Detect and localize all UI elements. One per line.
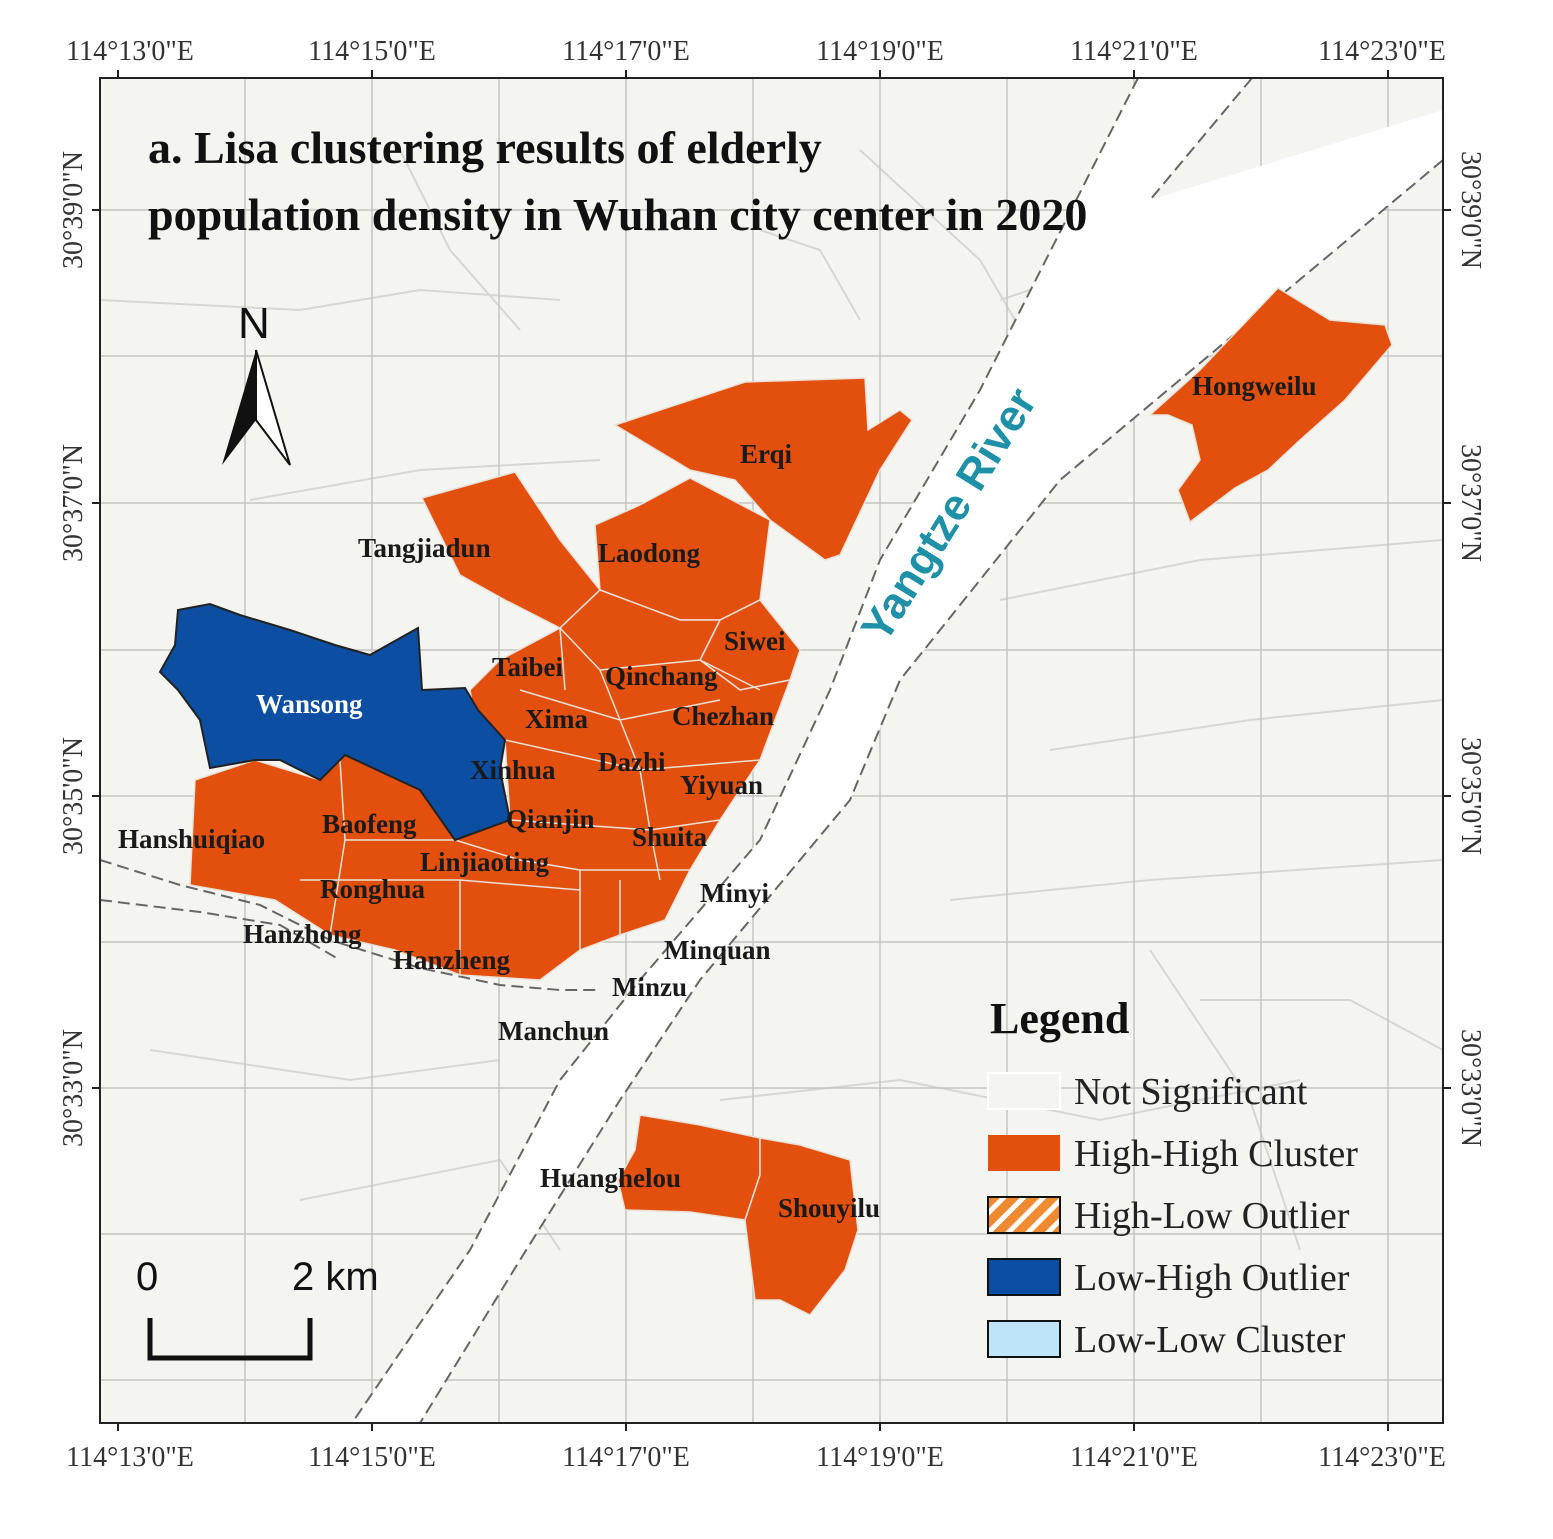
x-tick-top: 114°17'0"E xyxy=(562,36,690,67)
x-tick-labels-top: 114°13'0"E 114°15'0"E 114°17'0"E 114°19'… xyxy=(66,36,1446,67)
y-tick-left: 30°33'0"N xyxy=(58,1029,89,1147)
label-xinhua: Xinhua xyxy=(470,755,556,785)
x-tick-top: 114°13'0"E xyxy=(66,36,194,67)
legend-swatch-high-low xyxy=(987,1196,1061,1234)
label-wansong: Wansong xyxy=(256,689,363,719)
y-tick-left: 30°37'0"N xyxy=(58,444,89,562)
x-tick-top: 114°19'0"E xyxy=(816,36,944,67)
x-tick-bottom: 114°19'0"E xyxy=(816,1442,944,1473)
x-tick-top: 114°15'0"E xyxy=(308,36,436,67)
y-tick-right: 30°33'0"N xyxy=(1455,1029,1486,1147)
map-title-line-1: a. Lisa clustering results of elderly xyxy=(148,122,822,173)
x-tick-bottom: 114°13'0"E xyxy=(66,1442,194,1473)
y-tick-labels-right: 30°39'0"N 30°37'0"N 30°35'0"N 30°33'0"N xyxy=(1455,151,1486,1147)
x-tick-bottom: 114°17'0"E xyxy=(562,1442,690,1473)
district-hongweilu xyxy=(1148,287,1393,524)
label-chezhan: Chezhan xyxy=(672,701,774,731)
han-river-line-2 xyxy=(100,899,341,961)
place-labels: Hongweilu Erqi Tangjiadun Laodong Siwei … xyxy=(118,371,1317,1223)
label-laodong: Laodong xyxy=(598,538,701,568)
label-manchun: Manchun xyxy=(498,1016,609,1046)
legend-swatch-high-high xyxy=(988,1135,1060,1171)
legend-label-high-high: High-High Cluster xyxy=(1074,1133,1358,1175)
x-tick-bottom: 114°15'0"E xyxy=(308,1442,436,1473)
label-hanzhong: Hanzhong xyxy=(243,919,362,949)
yangtze-river xyxy=(352,78,1443,1423)
label-ronghua: Ronghua xyxy=(320,874,426,904)
scale-start: 0 xyxy=(136,1255,158,1299)
legend-swatch-low-low xyxy=(987,1320,1061,1358)
y-tick-left: 30°39'0"N xyxy=(58,151,89,269)
riverbank-lines xyxy=(351,78,1443,1423)
legend-swatch-low-high xyxy=(987,1258,1061,1296)
label-minyi: Minyi xyxy=(700,878,770,908)
scale-bar: 0 2 km xyxy=(136,1255,379,1361)
label-qianjin: Qianjin xyxy=(506,804,595,834)
x-tick-bottom: 114°23'0"E xyxy=(1318,1442,1446,1473)
label-shouyilu: Shouyilu xyxy=(778,1193,880,1223)
han-river-line xyxy=(100,859,600,991)
legend: Legend Not Significant High-High Cluster… xyxy=(987,994,1358,1361)
label-minzu: Minzu xyxy=(612,972,687,1002)
district-boundaries xyxy=(300,627,761,975)
legend-label-not-significant: Not Significant xyxy=(1074,1071,1308,1113)
label-hanzheng: Hanzheng xyxy=(393,945,511,975)
x-tick-top: 114°23'0"E xyxy=(1318,36,1446,67)
label-siwei: Siwei xyxy=(724,626,786,656)
label-taibei: Taibei xyxy=(492,652,564,682)
y-tick-right: 30°35'0"N xyxy=(1455,737,1486,855)
district-erqi xyxy=(613,377,913,561)
label-linjiaoting: Linjiaoting xyxy=(420,847,550,877)
y-tick-labels-left: 30°39'0"N 30°37'0"N 30°35'0"N 30°33'0"N xyxy=(58,151,89,1147)
high-high-districts xyxy=(189,287,1393,1316)
scale-end: 2 km xyxy=(292,1255,379,1299)
label-hongweilu: Hongweilu xyxy=(1192,371,1317,401)
x-tick-labels-bottom: 114°13'0"E 114°15'0"E 114°17'0"E 114°19'… xyxy=(66,1442,1446,1473)
label-erqi: Erqi xyxy=(740,439,793,469)
label-huanghelou: Huanghelou xyxy=(540,1163,681,1193)
legend-label-low-low: Low-Low Cluster xyxy=(1074,1319,1346,1361)
label-minquan: Minquan xyxy=(664,935,771,965)
north-label: N xyxy=(238,299,270,348)
district-shouyilu xyxy=(744,1137,859,1316)
label-xima: Xima xyxy=(525,704,588,734)
legend-label-high-low: High-Low Outlier xyxy=(1074,1195,1350,1237)
north-arrow: N xyxy=(222,299,291,466)
district-huanghelou xyxy=(617,1114,761,1221)
y-tick-left: 30°35'0"N xyxy=(58,737,89,855)
label-qinchang: Qinchang xyxy=(605,661,718,691)
north-arrow-icon xyxy=(222,350,256,465)
label-shuita: Shuita xyxy=(632,822,708,852)
legend-label-low-high: Low-High Outlier xyxy=(1074,1257,1350,1299)
label-dazhi: Dazhi xyxy=(598,747,666,777)
label-tangjiadun: Tangjiadun xyxy=(358,533,491,563)
x-tick-bottom: 114°21'0"E xyxy=(1070,1442,1198,1473)
legend-title: Legend xyxy=(990,994,1129,1043)
label-hanshuiqiao: Hanshuiqiao xyxy=(118,824,265,854)
y-tick-right: 30°39'0"N xyxy=(1455,151,1486,269)
tick-marks xyxy=(92,70,1451,1431)
x-tick-top: 114°21'0"E xyxy=(1070,36,1198,67)
y-tick-right: 30°37'0"N xyxy=(1455,444,1486,562)
map-title-line-2: population density in Wuhan city center … xyxy=(148,189,1087,240)
district-wansong xyxy=(158,602,512,842)
label-baofeng: Baofeng xyxy=(322,809,417,839)
legend-swatch-not-significant xyxy=(987,1072,1061,1110)
label-yiyuan: Yiyuan xyxy=(680,770,763,800)
